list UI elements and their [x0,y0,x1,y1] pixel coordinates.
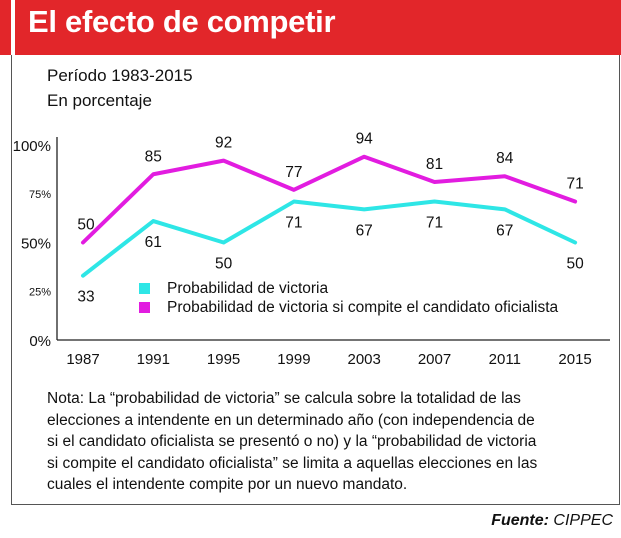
y-tick-label: 100% [13,138,51,155]
chart-note: Nota: La “probabilidad de victoria” se c… [47,388,607,496]
data-label: 81 [426,156,443,173]
x-tick-label: 1995 [207,351,240,368]
data-label: 50 [215,256,233,273]
data-label: 61 [145,234,162,251]
legend-label: Probabilidad de victoria si compite el c… [167,299,559,316]
data-label: 71 [426,215,443,232]
x-tick-label: 1987 [66,351,99,368]
data-label: 67 [356,222,373,239]
chart-subtitle-period: Período 1983-2015 [47,66,193,85]
data-label: 67 [496,222,513,239]
legend-swatch [139,283,150,294]
data-label: 94 [356,131,374,148]
y-tick-label: 25% [29,286,51,298]
x-tick-label: 2015 [558,351,591,368]
x-tick-label: 1999 [277,351,310,368]
legend-swatch [139,302,150,313]
source-value: CIPPEC [553,512,613,529]
series-line-probabilidad-victoria [81,199,578,278]
y-tick-label: 50% [21,236,51,253]
note-line: cuales el intendente compite por un nuev… [47,476,408,493]
data-label: 71 [285,215,302,232]
note-line: Nota: La “probabilidad de victoria” se c… [47,390,521,407]
y-tick-label: 0% [29,333,51,350]
data-label: 92 [215,135,232,152]
note-line: si compite el candidato oficialista” se … [47,454,538,472]
x-tick-label: 2007 [418,351,451,368]
x-tick-label: 2011 [489,351,521,368]
header-bar: El efecto de competir [0,0,621,55]
x-tick-label: 2003 [348,351,381,368]
x-tick-label: 1991 [137,351,170,368]
data-label: 33 [77,289,94,306]
data-label: 71 [566,176,583,193]
note-line: si el candidato oficialista se presentó … [47,433,537,450]
data-label: 84 [496,150,514,167]
data-label: 77 [285,164,302,181]
page-title: El efecto de competir [28,4,336,39]
legend-label: Probabilidad de victoria [167,280,329,297]
data-label: 85 [145,148,162,165]
source-label: Fuente: [491,512,549,529]
header-accent-stripe [11,0,15,55]
note-line: elecciones a intendente en un determinad… [47,411,535,429]
y-tick-label: 75% [29,189,51,201]
chart-subtitle-unit: En porcentaje [47,91,152,110]
data-label: 50 [77,217,95,234]
data-label: 50 [566,256,584,273]
series-line-compite-oficialista [81,154,578,245]
source-credit: Fuente: CIPPEC [491,512,613,530]
chart-frame [11,55,620,505]
